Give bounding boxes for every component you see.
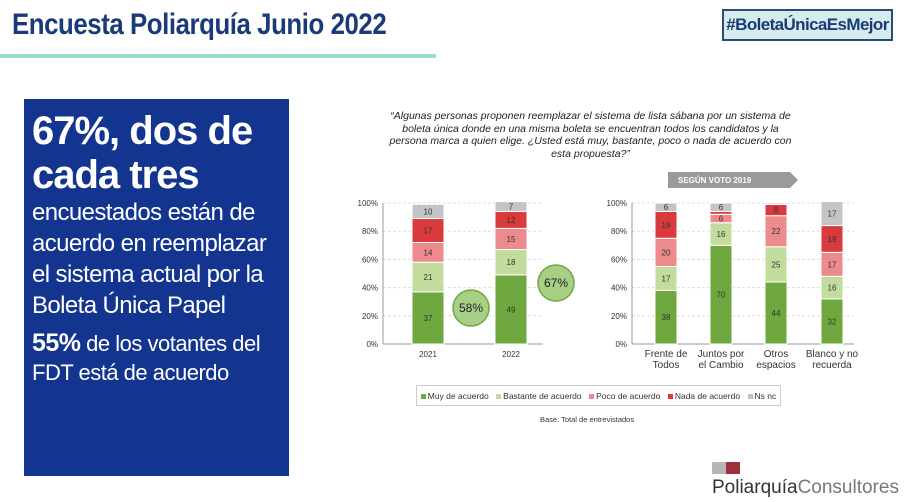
x-tick-label: 2022 (502, 350, 520, 359)
legend-item: Bastante de acuerdo (496, 391, 582, 401)
total-agree-label: 58% (459, 301, 483, 315)
y-tick-label: 100% (607, 199, 627, 208)
data-label: 21 (424, 273, 433, 282)
y-tick-label: 20% (362, 312, 378, 321)
fdt-pct: 55% (32, 329, 81, 357)
y-tick-label: 60% (362, 255, 378, 264)
poliarquia-logo: PoliarquíaConsultores (712, 462, 902, 502)
data-label: 17 (828, 260, 837, 269)
highlight-body: encuestados están de acuerdo en reemplaz… (32, 199, 267, 319)
bar-segment (820, 201, 844, 227)
y-tick-label: 60% (611, 255, 627, 264)
bar-segment (494, 249, 528, 276)
data-label: 7 (509, 203, 514, 212)
data-label: 25 (772, 260, 781, 269)
data-label: 22 (772, 227, 781, 236)
data-label: 38 (662, 313, 671, 322)
data-label: 6 (664, 203, 669, 212)
legend-swatch (420, 393, 426, 399)
x-tick-label: espacios (756, 360, 795, 371)
legend-item: Ns nc (747, 391, 776, 401)
bar-segment (709, 202, 733, 212)
y-tick-label: 80% (611, 227, 627, 236)
bar-segment (654, 202, 678, 212)
legend-item: Poco de acuerdo (589, 391, 660, 401)
x-tick-label: 2021 (419, 350, 437, 359)
data-label: 17 (828, 210, 837, 219)
legend-swatch (496, 393, 502, 399)
data-label: 37 (424, 314, 433, 323)
chart-title: SEGÚN VOTO 2019 (678, 176, 752, 185)
highlight-box: 67%, dos de cada tres encuestados están … (24, 99, 289, 476)
y-tick-label: 80% (362, 227, 378, 236)
data-label: 44 (772, 309, 781, 318)
legend: Muy de acuerdo Bastante de acuerdo Poco de… (416, 385, 781, 406)
data-label: 6 (719, 215, 724, 224)
logo-suffix: Consultores (797, 477, 899, 498)
x-tick-label: Todos (653, 360, 680, 371)
data-label: 20 (662, 248, 671, 257)
bar-segment (494, 201, 528, 212)
data-label: 14 (424, 248, 433, 257)
total-agree-label: 67% (544, 276, 568, 290)
x-tick-label: recuerda (812, 360, 852, 371)
highlight-headline: 67%, dos de cada tres (32, 109, 253, 197)
y-tick-label: 100% (358, 199, 378, 208)
data-label: 15 (507, 235, 516, 244)
bar-segment (494, 274, 528, 345)
legend-swatch (667, 393, 673, 399)
y-tick-label: 40% (362, 284, 378, 293)
logo-name: Poliarquía (712, 477, 798, 498)
legend-item: Nada de acuerdo (667, 391, 740, 401)
bar-segment (411, 291, 445, 345)
legend-swatch (747, 393, 753, 399)
x-tick-label: el Cambio (698, 360, 743, 371)
data-label: 19 (828, 235, 837, 244)
data-label: 19 (662, 221, 671, 230)
data-label: 16 (717, 230, 726, 239)
data-label: 70 (717, 291, 726, 300)
data-label: 49 (507, 305, 516, 314)
bar-segment (411, 261, 445, 293)
banner (668, 172, 798, 188)
y-tick-label: 0% (615, 340, 627, 349)
highlight-fdt: 55% de los votantes del FDT está de acue… (32, 329, 281, 387)
x-tick-label: Otros (764, 349, 788, 360)
legend-item: Muy de acuerdo (420, 391, 489, 401)
x-tick-label: Frente de (645, 349, 688, 360)
bar-segment (764, 202, 788, 205)
data-label: 16 (828, 284, 837, 293)
data-label: 17 (424, 226, 433, 235)
base-note: Base: Total de entrevistados (540, 415, 635, 424)
data-label: 18 (507, 258, 516, 267)
legend-swatch (589, 393, 595, 399)
charts: 0%20%40%60%80%100%3721141710202149181512… (358, 172, 859, 371)
data-label: 10 (424, 207, 433, 216)
y-tick-label: 20% (611, 312, 627, 321)
data-label: 12 (507, 216, 516, 225)
survey-question: “Algunas personas proponen reemplazar el… (389, 110, 792, 160)
x-tick-label: Juntos por (698, 349, 745, 360)
fdt-text: de los votantes del FDT está de acuerdo (32, 331, 261, 385)
page-title: Encuesta Poliarquía Junio 2022 (12, 8, 387, 41)
bar-segment (411, 203, 445, 220)
title-underline (0, 54, 436, 58)
hashtag-badge: #BoletaÚnicaEsMejor (722, 9, 893, 41)
data-label: 17 (662, 274, 671, 283)
data-label: 8 (774, 206, 779, 215)
total-agree-circle (537, 264, 575, 302)
data-label: 6 (719, 203, 724, 212)
data-label: 32 (828, 317, 837, 326)
x-tick-label: Blanco y no (806, 349, 859, 360)
y-tick-label: 0% (366, 340, 378, 349)
y-tick-label: 40% (611, 284, 627, 293)
total-agree-circle (452, 289, 490, 327)
